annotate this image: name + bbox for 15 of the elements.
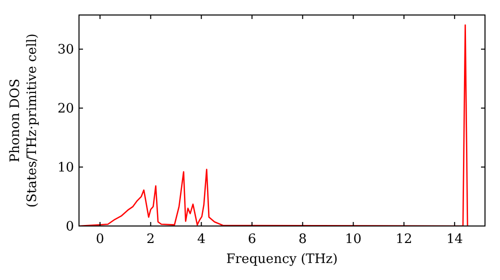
x-tick-label: 8 bbox=[298, 232, 307, 247]
x-tick-label: 0 bbox=[96, 232, 104, 247]
y-tick-label: 30 bbox=[57, 42, 74, 58]
y-tick-label: 20 bbox=[57, 102, 74, 117]
y-axis-title: Phonon DOS (States/THz·primitive cell) bbox=[8, 33, 40, 208]
line-series bbox=[79, 24, 468, 226]
y-tick-label: 10 bbox=[57, 160, 74, 176]
x-tick-label: 12 bbox=[396, 232, 412, 247]
x-tick-label: 2 bbox=[146, 232, 155, 247]
y-tick-label: 0 bbox=[66, 220, 74, 235]
x-axis-title: Frequency (THz) bbox=[226, 252, 338, 267]
x-tick-label: 4 bbox=[197, 232, 206, 247]
x-tick-label: 14 bbox=[446, 232, 463, 247]
x-tick-label: 6 bbox=[248, 232, 256, 247]
x-tick-label: 10 bbox=[345, 232, 362, 247]
